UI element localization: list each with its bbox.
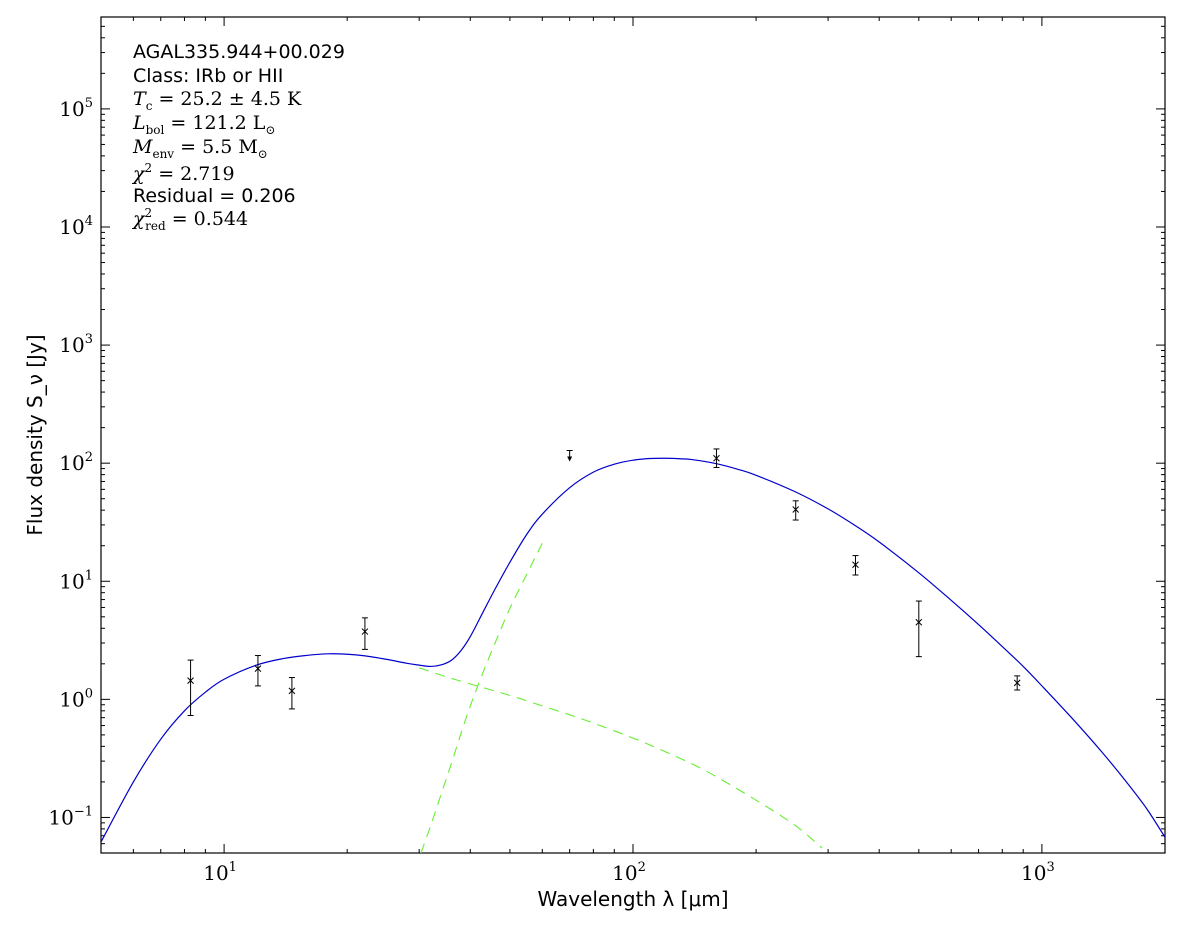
- data-point: [187, 659, 194, 716]
- point-marker: [713, 454, 720, 462]
- data-points: [187, 448, 1021, 716]
- lbol-line: Lbol = 121.2 L⊙: [132, 112, 276, 137]
- plot-frame: [100, 16, 1166, 854]
- point-marker: [1013, 679, 1021, 687]
- y-tick-label: 105: [59, 96, 93, 121]
- chi2red-line: χ2 red = 0.544: [131, 206, 248, 233]
- chi2-line: χ2 = 2.719: [131, 161, 235, 185]
- class-label: Class: IRb or HII: [133, 65, 283, 87]
- y-tick-label: 103: [59, 332, 93, 357]
- minor-ticks: [101, 17, 1165, 853]
- point-marker: [792, 506, 800, 513]
- y-tick-label: 100: [59, 686, 93, 711]
- y-tick-label: 101: [59, 568, 93, 593]
- residual-line: Residual = 0.206: [133, 185, 296, 207]
- x-tick-labels: 101 102 103: [203, 860, 1055, 885]
- y-tick-label: 102: [59, 450, 93, 475]
- point-marker: [361, 628, 369, 635]
- x-tick-label: 103: [1021, 860, 1055, 885]
- y-axis-label: Flux density S_ν [Jy]: [23, 334, 47, 535]
- y-tick-label: 10−1: [48, 804, 93, 829]
- point-marker: [915, 618, 923, 626]
- total-fit-curve: [101, 457, 1165, 843]
- model-curves: [101, 457, 1165, 853]
- data-point: [792, 500, 800, 521]
- component-curve-2: [420, 542, 543, 853]
- data-point: [254, 655, 262, 687]
- component-curve-1: [419, 667, 823, 849]
- source-name: AGAL335.944+00.029: [133, 41, 345, 63]
- upper-limit: [566, 450, 573, 462]
- data-point: [852, 555, 859, 576]
- x-tick-label: 102: [612, 860, 646, 885]
- data-point: [1013, 675, 1021, 691]
- x-tick-label: 101: [203, 860, 237, 885]
- data-point: [361, 617, 369, 650]
- upper-limit-arrow: [567, 456, 573, 462]
- tc-line: Tc = 25.2 ± 4.5 K: [133, 88, 302, 113]
- point-marker: [254, 665, 262, 672]
- point-marker: [852, 561, 859, 569]
- data-point: [713, 448, 720, 468]
- data-point: [915, 600, 923, 658]
- menv-line: Menv = 5.5 M⊙: [132, 136, 268, 161]
- x-axis-label: Wavelength λ [μm]: [537, 887, 728, 911]
- fit-annotation: AGAL335.944+00.029 Class: IRb or HII Tc …: [131, 41, 345, 233]
- y-tick-labels: 10−1 100 101 102 103 104 105: [48, 96, 93, 830]
- y-tick-label: 104: [59, 214, 93, 239]
- point-marker: [288, 687, 296, 695]
- data-point: [288, 677, 296, 710]
- major-ticks: [101, 17, 1165, 853]
- point-marker: [187, 677, 194, 685]
